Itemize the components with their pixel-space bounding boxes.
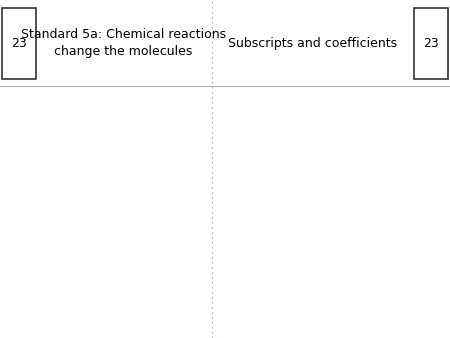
Text: 23: 23 (423, 37, 439, 50)
Text: Subscripts and coefficients: Subscripts and coefficients (229, 37, 397, 50)
Bar (414, 8, 448, 79)
Text: Standard 5a: Chemical reactions
change the molecules: Standard 5a: Chemical reactions change t… (21, 28, 226, 58)
Text: 23: 23 (11, 37, 27, 50)
Bar (2, 8, 36, 79)
